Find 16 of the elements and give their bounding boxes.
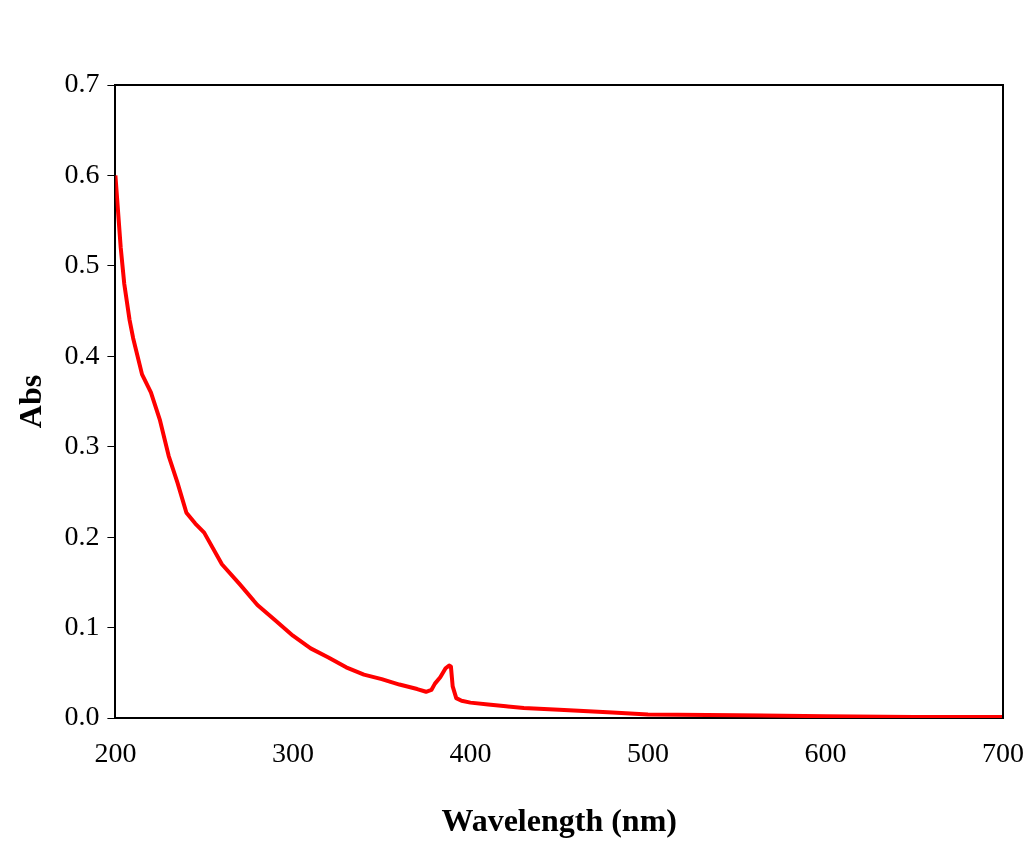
y-tick-label: 0.3 [64, 429, 100, 461]
x-tick-label: 500 [626, 737, 669, 769]
y-tick-label: 0.0 [64, 700, 100, 732]
y-axis-title: Abs [12, 374, 49, 429]
x-tick-label: 200 [94, 737, 137, 769]
x-tick-label: 600 [804, 737, 847, 769]
x-tick-label: 700 [982, 737, 1024, 769]
x-tick-label: 300 [271, 737, 314, 769]
y-tick-label: 0.4 [64, 338, 100, 370]
y-tick-label: 0.7 [64, 67, 100, 99]
y-tick-label: 0.6 [64, 157, 100, 189]
y-tick-label: 0.1 [64, 609, 100, 641]
x-tick-label: 400 [449, 737, 492, 769]
x-axis-title: Wavelength (nm) [441, 802, 677, 839]
y-tick-label: 0.2 [64, 519, 100, 551]
y-tick-label: 0.5 [64, 248, 100, 280]
